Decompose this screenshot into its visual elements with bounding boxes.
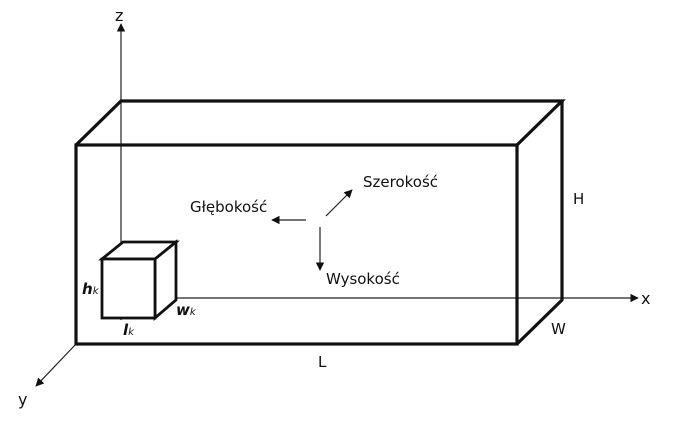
height-direction-label: Wysokość <box>326 270 400 288</box>
length-label: L <box>318 353 327 371</box>
z-axis-label: z <box>115 6 123 25</box>
large-box-top-face <box>74 99 566 147</box>
width-label: W <box>551 320 566 338</box>
width-arrow <box>325 189 353 217</box>
cube-length-label: lk <box>123 321 135 339</box>
y-axis-label: y <box>18 390 27 409</box>
small-cube <box>98 239 180 322</box>
large-box-side-face <box>515 101 564 346</box>
width-direction-label: Szerokość <box>363 173 438 191</box>
depth-label: Głębokość <box>190 198 267 216</box>
cube-width-label: wk <box>176 301 197 319</box>
cube-height-label: hk <box>82 280 100 298</box>
x-axis-label: x <box>641 289 650 308</box>
large-box-front-face <box>74 143 519 346</box>
small-cube-front-face <box>100 257 157 320</box>
y-axis-line <box>35 343 77 387</box>
large-box <box>74 99 566 346</box>
height-label: H <box>573 190 584 208</box>
